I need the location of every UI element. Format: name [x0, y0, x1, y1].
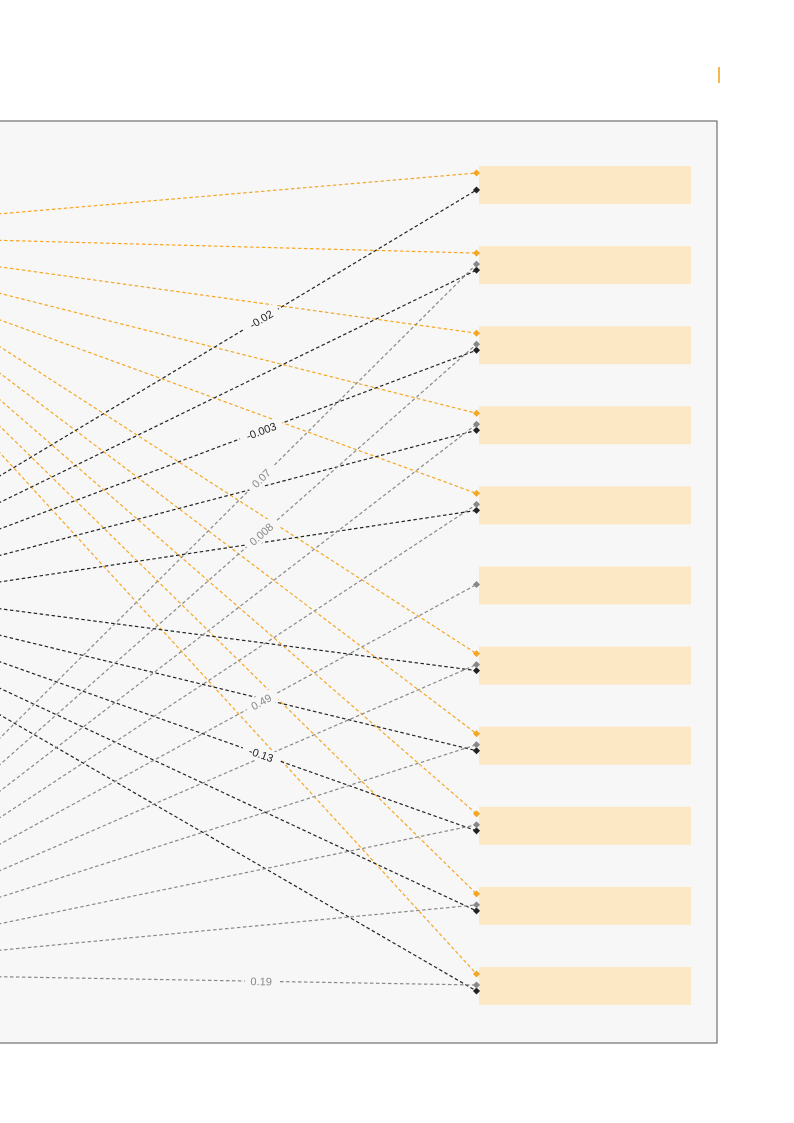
- edge-21: [0, 263, 477, 739]
- edge-10: [0, 451, 477, 975]
- target-box-10: [479, 886, 691, 925]
- edge-marker-10: [472, 970, 481, 978]
- edge-marker-6: [472, 650, 481, 658]
- edge-marker-14: [472, 426, 481, 434]
- edge-marker-27: [472, 741, 481, 749]
- edge-marker-23: [472, 420, 481, 428]
- edge-26: [0, 664, 477, 872]
- target-box-1: [479, 166, 691, 204]
- edge-18: [0, 661, 477, 832]
- edge-22: [0, 343, 477, 766]
- edge-marker-8: [472, 810, 481, 818]
- edge-9: [0, 425, 477, 895]
- edge-14: [0, 429, 477, 556]
- edge-marker-22: [472, 340, 481, 348]
- edge-20: [0, 714, 477, 992]
- edge-marker-11: [472, 186, 481, 194]
- edge-13: [0, 349, 477, 530]
- edge-marker-29: [472, 901, 481, 909]
- edge-marker-3: [472, 329, 481, 337]
- target-box-3: [479, 326, 691, 365]
- edge-2: [0, 239, 477, 254]
- edge-marker-16: [472, 667, 481, 675]
- edge-30: [0, 976, 477, 986]
- edge-label-bg-22: [241, 515, 281, 553]
- edge-7: [0, 372, 477, 735]
- edge-label-group-30: 0.19: [244, 973, 278, 989]
- edge-marker-26: [472, 661, 481, 669]
- edge-12: [0, 269, 477, 503]
- edge-11: [0, 189, 477, 477]
- edge-5: [0, 319, 477, 494]
- edge-label-30: 0.19: [250, 976, 272, 988]
- target-box-5: [479, 486, 691, 525]
- edge-23: [0, 423, 477, 792]
- edge-29: [0, 904, 477, 951]
- edge-16: [0, 608, 477, 672]
- edge-marker-21: [472, 260, 481, 268]
- target-boxes: [479, 166, 691, 1005]
- edge-marker-15: [472, 506, 481, 514]
- edge-6: [0, 346, 477, 655]
- edge-28: [0, 824, 477, 925]
- edge-label-bg-13: [237, 416, 285, 446]
- edge-label-bg-25: [243, 687, 279, 716]
- edge-marker-18: [472, 827, 481, 835]
- edge-24: [0, 503, 477, 819]
- edge-1: [0, 172, 477, 215]
- target-box-2: [479, 246, 691, 285]
- edge-marker-30: [472, 981, 481, 989]
- target-box-8: [479, 726, 691, 765]
- edge-marker-12: [472, 266, 481, 274]
- edge-marker-20: [472, 987, 481, 995]
- edge-marker-9: [472, 890, 481, 898]
- edge-label-bg-11: [240, 303, 282, 336]
- target-box-9: [479, 806, 691, 845]
- edge-marker-4: [472, 409, 481, 417]
- target-box-6: [479, 566, 691, 605]
- edge-marker-1: [472, 169, 481, 177]
- edge-marker-17: [472, 747, 481, 755]
- target-box-4: [479, 406, 691, 445]
- edge-15: [0, 509, 477, 583]
- edge-marker-13: [472, 346, 481, 354]
- edge-marker-19: [472, 907, 481, 915]
- edge-25: [0, 583, 477, 845]
- edge-marker-2: [472, 249, 481, 257]
- edge-label-bg-18: [240, 741, 282, 768]
- edge-marker-28: [472, 821, 481, 829]
- edge-8: [0, 399, 477, 815]
- edge-17: [0, 634, 477, 752]
- target-box-11: [479, 967, 691, 1005]
- edge-marker-24: [472, 500, 481, 508]
- edge-marker-7: [472, 730, 481, 738]
- edge-4: [0, 292, 477, 414]
- target-box-7: [479, 646, 691, 685]
- edge-3: [0, 266, 477, 334]
- edge-marker-25: [472, 580, 481, 589]
- connections: [0, 169, 481, 995]
- edge-marker-5: [472, 489, 481, 497]
- edge-19: [0, 687, 477, 912]
- edge-label-bg-30: [244, 973, 278, 989]
- edge-label-bg-21: [244, 461, 278, 495]
